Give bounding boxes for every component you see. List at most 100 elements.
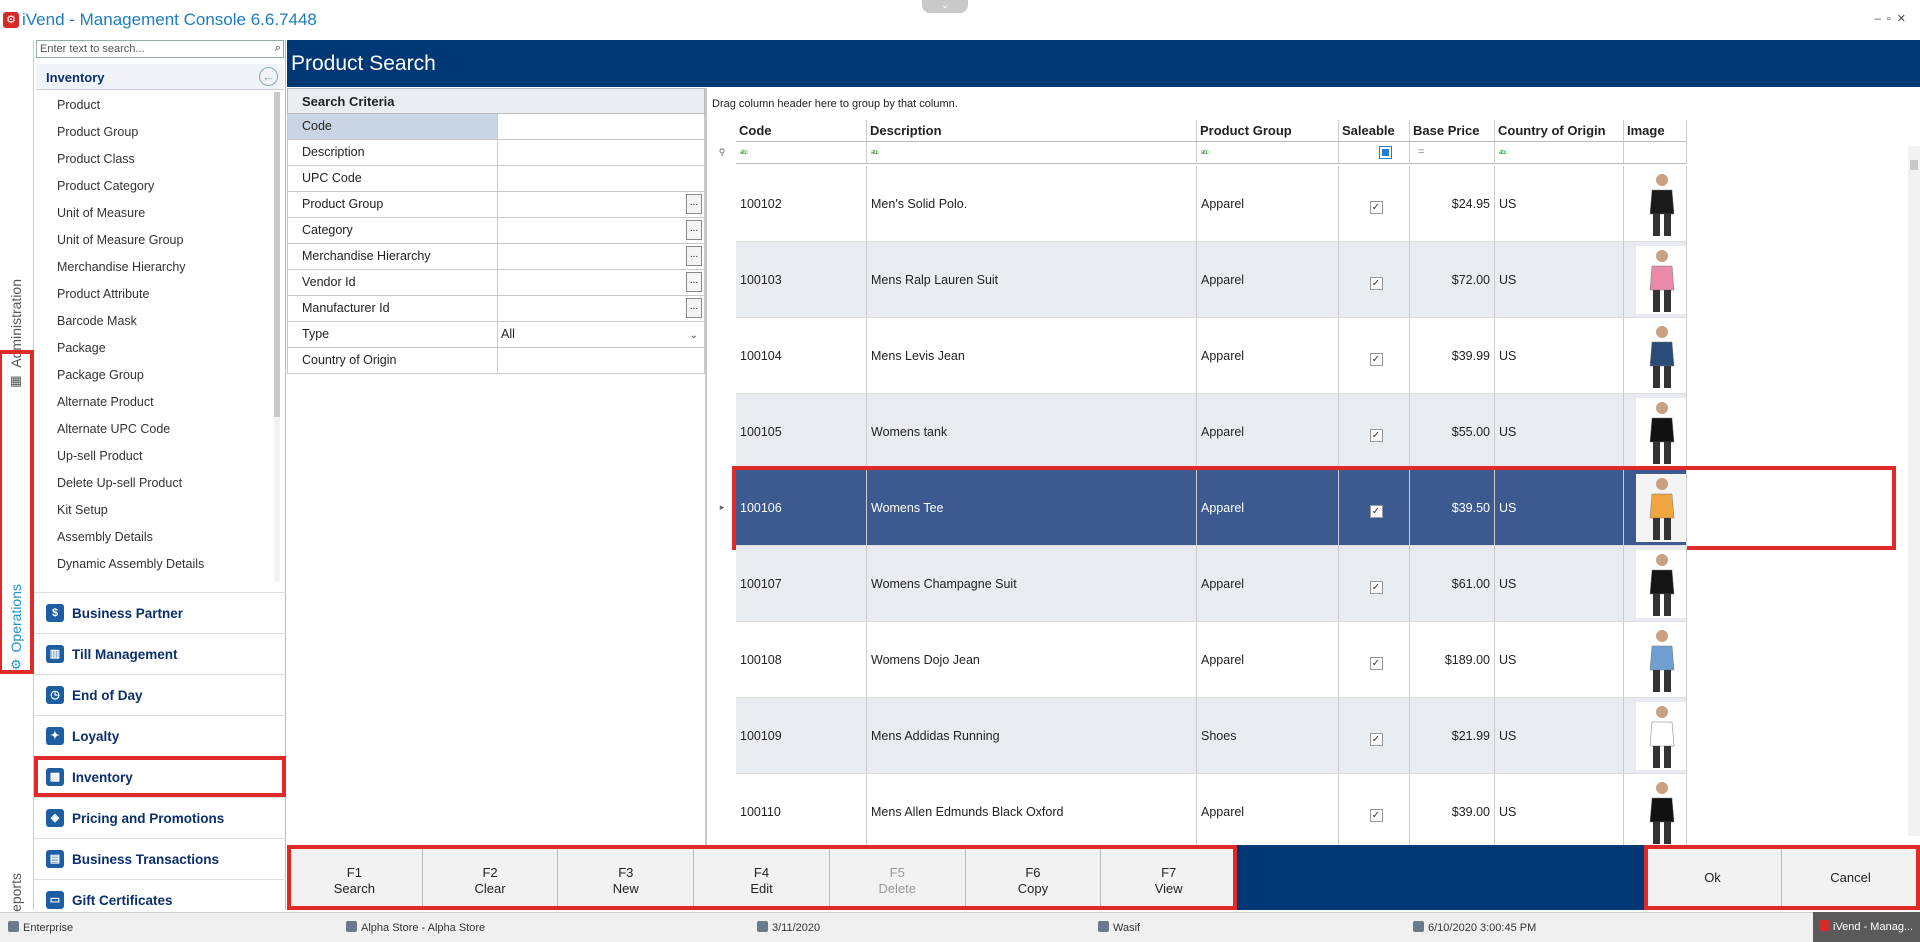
criteria-input[interactable] — [498, 166, 704, 191]
saleable-checkbox[interactable]: ✓ — [1369, 809, 1383, 822]
window-controls[interactable]: –▫✕ — [1875, 12, 1912, 25]
saleable-checkbox[interactable]: ✓ — [1369, 581, 1383, 594]
chevron-down-icon[interactable]: ⌄ — [689, 330, 698, 341]
table-row[interactable]: 100104 Mens Levis Jean Apparel ✓ $39.99 US — [736, 318, 1892, 394]
filter-cell[interactable]: ᵃᵇᶜ — [736, 142, 867, 164]
module-business-partner[interactable]: $ Business Partner — [34, 592, 286, 633]
restore-icon[interactable]: ▫ — [1886, 13, 1897, 25]
criteria-input[interactable]: ... — [498, 218, 704, 243]
column-header-country-of-origin[interactable]: Country of Origin — [1495, 120, 1624, 142]
sidebar-item[interactable]: Package — [57, 341, 106, 355]
table-row[interactable]: 100107 Womens Champagne Suit Apparel ✓ $61.0… — [736, 546, 1892, 622]
module-till-management[interactable]: ▥ Till Management — [34, 633, 286, 674]
sidebar-item[interactable]: Kit Setup — [57, 503, 108, 517]
table-row[interactable]: 100103 Mens Ralp Lauren Suit Apparel ✓ $72.0… — [736, 242, 1892, 318]
module-gift-certificates[interactable]: ▭ Gift Certificates — [34, 879, 286, 920]
column-header-product-group[interactable]: Product Group — [1197, 120, 1339, 142]
saleable-checkbox[interactable]: ✓ — [1369, 733, 1383, 746]
new-button[interactable]: F3 New — [558, 845, 695, 910]
column-header-saleable[interactable]: Saleable — [1339, 120, 1410, 142]
back-arrow-icon[interactable]: ← — [259, 67, 278, 86]
grid-scroll-thumb[interactable] — [1910, 160, 1918, 170]
copy-button[interactable]: F6 Copy — [965, 845, 1102, 910]
search-button[interactable]: F1 Search — [287, 845, 423, 910]
sidebar-item[interactable]: Product Attribute — [57, 287, 150, 301]
sidebar-item[interactable]: Product Class — [57, 152, 135, 166]
filter-cell[interactable]: = — [1410, 142, 1495, 164]
cancel-button[interactable]: Cancel — [1782, 845, 1920, 910]
saleable-checkbox[interactable]: ✓ — [1369, 429, 1383, 442]
grid-scrollbar[interactable] — [1908, 146, 1920, 836]
tab-administration[interactable]: Administration ▦ — [0, 210, 32, 388]
sidebar-item[interactable]: Up-sell Product — [57, 449, 143, 463]
group-panel-hint[interactable]: Drag column header here to group by that… — [712, 98, 958, 110]
module-loyalty[interactable]: ✦ Loyalty — [34, 715, 286, 756]
saleable-checkbox[interactable]: ✓ — [1369, 201, 1383, 214]
sidebar-item[interactable]: Alternate UPC Code — [57, 422, 171, 436]
sidebar-item[interactable]: Unit of Measure — [57, 206, 146, 220]
taskbar-app-button[interactable]: iVend - Manag... — [1813, 912, 1920, 942]
sidebar-item[interactable]: Dynamic Assembly Details — [57, 557, 205, 571]
sidebar-item[interactable]: Delete Up-sell Product — [57, 476, 183, 490]
checkbox-filter-icon[interactable] — [1379, 146, 1392, 159]
filter-cell[interactable]: ᵃᵇᶜ — [867, 142, 1197, 164]
table-row[interactable]: 100108 Womens Dojo Jean Apparel ✓ $189.00 US — [736, 622, 1892, 698]
column-header-description[interactable]: Description — [867, 120, 1197, 142]
criteria-input[interactable] — [498, 348, 704, 373]
sidebar-item[interactable]: Assembly Details — [57, 530, 153, 544]
table-row[interactable]: 100102 Men's Solid Polo. Apparel ✓ $24.95 US — [736, 166, 1892, 242]
criteria-input[interactable]: ... — [498, 244, 704, 269]
edit-button[interactable]: F4 Edit — [694, 845, 830, 910]
criteria-input[interactable] — [498, 114, 704, 139]
search-icon[interactable]: ⌕ — [274, 42, 281, 54]
delete-button[interactable]: F5 Delete — [829, 845, 966, 910]
filter-cell[interactable] — [1339, 142, 1410, 164]
saleable-checkbox[interactable]: ✓ — [1369, 657, 1383, 670]
sidebar-item[interactable]: Product — [57, 98, 101, 112]
lookup-ellipsis-button[interactable]: ... — [686, 194, 702, 214]
collapse-ribbon-icon[interactable]: ⌄ — [922, 0, 968, 13]
column-header-image[interactable]: Image — [1624, 120, 1687, 142]
column-header-code[interactable]: Code — [736, 120, 867, 142]
module-pricing-and-promotions[interactable]: ◈ Pricing and Promotions — [34, 797, 286, 838]
lookup-ellipsis-button[interactable]: ... — [686, 220, 702, 240]
saleable-checkbox[interactable]: ✓ — [1369, 505, 1383, 518]
table-row[interactable]: 100109 Mens Addidas Running Shoes ✓ $21.99 US — [736, 698, 1892, 774]
lookup-ellipsis-button[interactable]: ... — [686, 246, 702, 266]
table-row[interactable]: 100106 Womens Tee Apparel ✓ $39.50 US — [732, 466, 1896, 550]
criteria-input[interactable] — [498, 140, 704, 165]
sidebar-item[interactable]: Package Group — [57, 368, 144, 382]
filter-cell[interactable]: ᵃᵇᶜ — [1495, 142, 1624, 164]
saleable-checkbox[interactable]: ✓ — [1369, 353, 1383, 366]
filter-cell[interactable]: ᵃᵇᶜ — [1197, 142, 1339, 164]
table-row[interactable]: 100110 Mens Allen Edmunds Black Oxford App… — [736, 774, 1892, 850]
sidebar-item[interactable]: Product Group — [57, 125, 139, 139]
criteria-input[interactable]: All ⌄ — [498, 322, 704, 347]
sidebar-item[interactable]: Alternate Product — [57, 395, 154, 409]
clear-button[interactable]: F2 Clear — [422, 845, 559, 910]
column-header-base-price[interactable]: Base Price — [1410, 120, 1495, 142]
criteria-input[interactable]: ... — [498, 270, 704, 295]
view-button[interactable]: F7 View — [1101, 845, 1238, 910]
ok-button[interactable]: Ok — [1644, 845, 1782, 910]
module-inventory[interactable]: ▩ Inventory — [34, 756, 286, 797]
filter-cell[interactable] — [1624, 142, 1687, 164]
module-end-of-day[interactable]: ◷ End of Day — [34, 674, 286, 715]
lookup-ellipsis-button[interactable]: ... — [686, 298, 702, 318]
sidebar-item[interactable]: Merchandise Hierarchy — [57, 260, 186, 274]
lookup-ellipsis-button[interactable]: ... — [686, 272, 702, 292]
criteria-input[interactable]: ... — [498, 296, 704, 321]
sidebar-item[interactable]: Product Category — [57, 179, 155, 193]
nav-scroll-thumb[interactable] — [274, 92, 280, 417]
minimize-icon[interactable]: – — [1874, 13, 1887, 25]
criteria-input[interactable]: ... — [498, 192, 704, 217]
search-input[interactable] — [37, 41, 265, 57]
sidebar-item[interactable]: Unit of Measure Group — [57, 233, 184, 247]
sidebar-item[interactable]: Barcode Mask — [57, 314, 137, 328]
nav-scrollbar[interactable] — [274, 92, 280, 582]
close-icon[interactable]: ✕ — [1896, 13, 1912, 25]
tab-operations[interactable]: Operations ⚙ — [0, 350, 34, 674]
module-business-transactions[interactable]: ▤ Business Transactions — [34, 838, 286, 879]
saleable-checkbox[interactable]: ✓ — [1369, 277, 1383, 290]
table-row[interactable]: 100105 Womens tank Apparel ✓ $55.00 US — [736, 394, 1892, 470]
